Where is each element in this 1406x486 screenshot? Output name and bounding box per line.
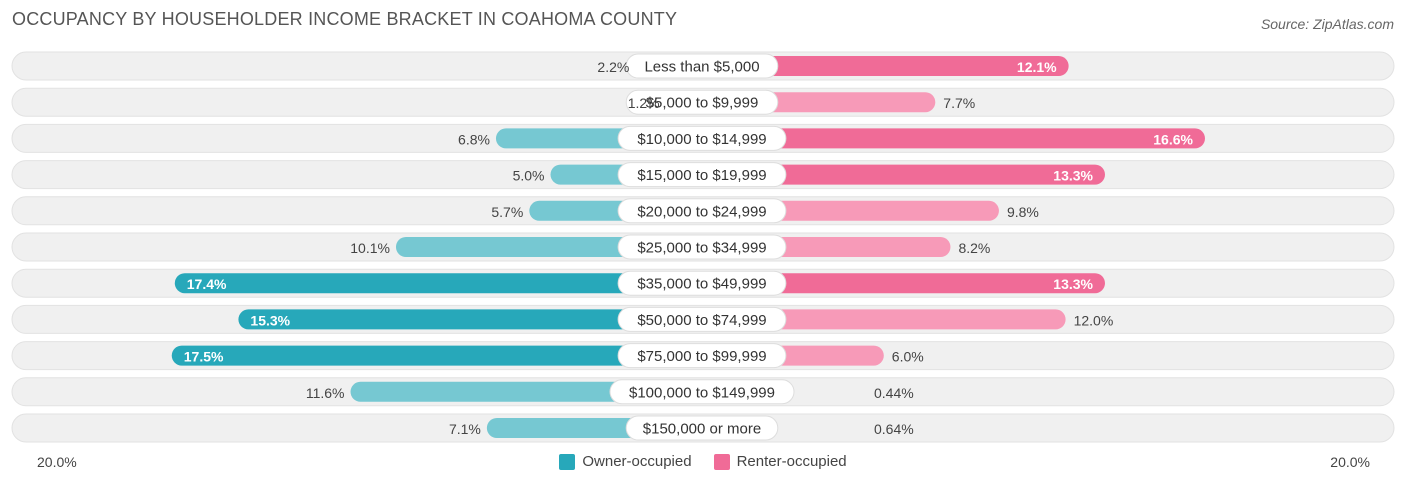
renter-value-label: 0.44% xyxy=(874,385,914,401)
category-label-pill xyxy=(617,343,787,369)
category-label: $50,000 to $74,999 xyxy=(637,312,766,329)
renter-value-label: 16.6% xyxy=(1153,131,1193,147)
legend-swatch-renter xyxy=(713,453,730,470)
category-label-pill xyxy=(617,162,787,188)
renter-value-label: 6.0% xyxy=(892,349,924,365)
owner-bar xyxy=(171,345,708,366)
owner-value-label: 11.6% xyxy=(306,385,345,401)
renter-value-label: 0.64% xyxy=(874,421,914,437)
renter-value-label: 12.1% xyxy=(1017,59,1057,75)
owner-value-label: 17.4% xyxy=(187,276,227,292)
category-label: $35,000 to $49,999 xyxy=(637,276,766,293)
owner-value-label: 6.8% xyxy=(458,131,490,147)
category-label: $100,000 to $149,999 xyxy=(629,384,775,401)
chart-canvas: Less than $5,000 2.2% 12.1% $5,000 to $9,99… xyxy=(11,51,1395,443)
owner-value-label: 15.3% xyxy=(250,312,290,328)
legend-swatch-owner xyxy=(559,453,576,470)
renter-bar xyxy=(696,273,1105,294)
category-label: $75,000 to $99,999 xyxy=(637,348,766,365)
category-label: $150,000 or more xyxy=(643,421,761,438)
owner-bar xyxy=(238,309,708,330)
owner-value-label: 17.5% xyxy=(184,349,224,365)
owner-value-label: 5.0% xyxy=(513,168,545,184)
category-label: $10,000 to $14,999 xyxy=(637,131,766,148)
owner-value-label: 5.7% xyxy=(491,204,523,220)
owner-value-label: 2.2% xyxy=(597,59,629,75)
renter-bar xyxy=(696,128,1205,149)
category-label-pill xyxy=(625,53,779,79)
category-label: $20,000 to $24,999 xyxy=(637,203,766,220)
owner-value-label: 7.1% xyxy=(449,421,481,437)
category-label: Less than $5,000 xyxy=(644,59,759,76)
owner-value-label: 10.1% xyxy=(350,240,390,256)
renter-value-label: 12.0% xyxy=(1074,312,1114,328)
renter-value-label: 9.8% xyxy=(1007,204,1039,220)
category-label: $5,000 to $9,999 xyxy=(646,95,759,112)
category-label: $25,000 to $34,999 xyxy=(637,240,766,257)
category-label-pill xyxy=(617,306,787,332)
renter-bar xyxy=(696,164,1105,185)
legend-label-renter: Renter-occupied xyxy=(736,453,847,470)
source-credit: Source: ZipAtlas.com xyxy=(1260,16,1394,32)
category-label-pill xyxy=(625,89,779,115)
renter-bar xyxy=(696,56,1069,76)
owner-value-label: 1.2% xyxy=(628,95,660,111)
legend-label-owner: Owner-occupied xyxy=(582,453,692,470)
renter-value-label: 13.3% xyxy=(1053,168,1093,184)
category-label-pill xyxy=(617,198,787,224)
legend-item-renter[interactable]: Renter-occupied xyxy=(713,453,847,470)
owner-bar xyxy=(174,273,708,294)
legend: Owner-occupied Renter-occupied xyxy=(0,453,1406,470)
renter-value-label: 13.3% xyxy=(1053,276,1093,292)
axis-left-label: 20.0% xyxy=(37,454,77,470)
renter-bar xyxy=(696,309,1066,330)
category-label-pill xyxy=(617,270,787,296)
category-label-pill xyxy=(625,415,779,441)
category-label-pill xyxy=(617,125,787,151)
category-label-pill xyxy=(617,234,787,260)
category-label: $15,000 to $19,999 xyxy=(637,167,766,184)
axis-right-label: 20.0% xyxy=(1330,454,1370,470)
renter-value-label: 7.7% xyxy=(943,95,975,111)
chart-title: OCCUPANCY BY HOUSEHOLDER INCOME BRACKET … xyxy=(12,9,678,29)
category-label-pill xyxy=(609,379,795,405)
renter-value-label: 8.2% xyxy=(958,240,990,256)
legend-item-owner[interactable]: Owner-occupied xyxy=(559,453,692,470)
